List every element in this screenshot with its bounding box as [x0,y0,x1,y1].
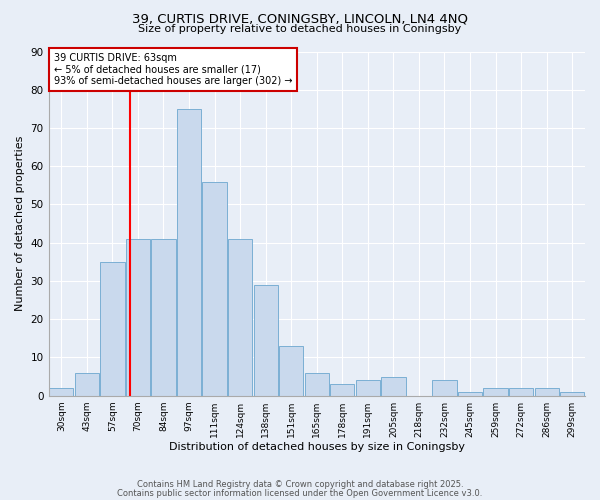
Bar [75,373,99,396]
Text: Contains public sector information licensed under the Open Government Licence v3: Contains public sector information licen… [118,490,482,498]
Bar [484,388,508,396]
Text: 39 CURTIS DRIVE: 63sqm
← 5% of detached houses are smaller (17)
93% of semi-deta: 39 CURTIS DRIVE: 63sqm ← 5% of detached … [54,53,292,86]
Text: 39, CURTIS DRIVE, CONINGSBY, LINCOLN, LN4 4NQ: 39, CURTIS DRIVE, CONINGSBY, LINCOLN, LN… [132,12,468,26]
Bar [202,182,227,396]
Bar [458,392,482,396]
Bar [228,239,252,396]
Bar [279,346,304,396]
Text: Size of property relative to detached houses in Coningsby: Size of property relative to detached ho… [139,24,461,34]
Bar [433,380,457,396]
Bar [560,392,584,396]
Y-axis label: Number of detached properties: Number of detached properties [15,136,25,312]
Bar [151,239,176,396]
Bar [49,388,73,396]
Text: Contains HM Land Registry data © Crown copyright and database right 2025.: Contains HM Land Registry data © Crown c… [137,480,463,489]
Bar [356,380,380,396]
Bar [381,376,406,396]
Bar [100,262,125,396]
Bar [305,373,329,396]
X-axis label: Distribution of detached houses by size in Coningsby: Distribution of detached houses by size … [169,442,465,452]
Bar [177,109,201,396]
Bar [509,388,533,396]
Bar [126,239,150,396]
Bar [535,388,559,396]
Bar [330,384,355,396]
Bar [254,285,278,396]
